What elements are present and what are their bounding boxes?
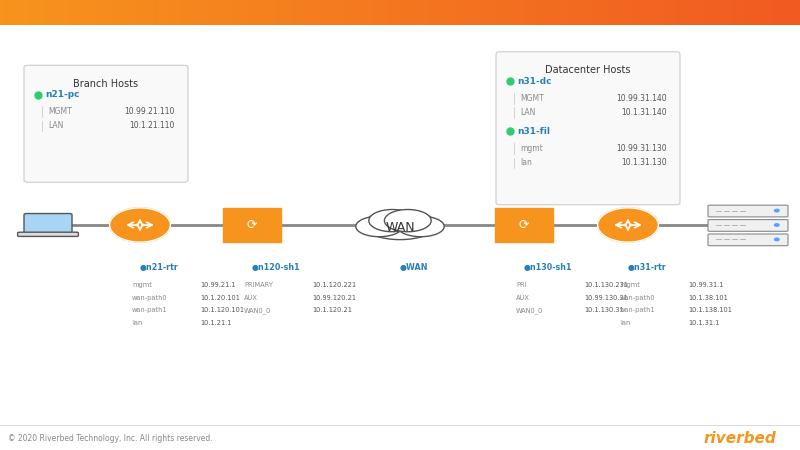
Text: mgmt: mgmt — [620, 282, 640, 288]
Text: ●WAN: ●WAN — [400, 263, 429, 272]
Text: wan-path1: wan-path1 — [132, 307, 167, 313]
Ellipse shape — [398, 216, 444, 237]
Circle shape — [598, 208, 658, 242]
Text: 10.99.130.31: 10.99.130.31 — [584, 295, 628, 301]
Text: PRIMARY: PRIMARY — [244, 282, 273, 288]
Text: 10.99.21.1: 10.99.21.1 — [200, 282, 235, 288]
Text: WAN0_0: WAN0_0 — [516, 307, 543, 314]
Text: WAN: WAN — [385, 221, 415, 234]
Text: LAN: LAN — [520, 108, 535, 117]
Text: ●n21-rtr: ●n21-rtr — [140, 263, 179, 272]
Text: Branch Hosts: Branch Hosts — [74, 79, 138, 89]
Text: wan-path1: wan-path1 — [620, 307, 655, 313]
Circle shape — [774, 238, 779, 241]
FancyBboxPatch shape — [24, 65, 188, 182]
Text: 10.1.31.130: 10.1.31.130 — [621, 158, 666, 167]
Ellipse shape — [363, 211, 437, 239]
Text: ●n31-rtr: ●n31-rtr — [628, 263, 666, 272]
Text: mgmt: mgmt — [520, 144, 542, 153]
Text: 10.1.138.101: 10.1.138.101 — [688, 307, 732, 313]
FancyBboxPatch shape — [708, 234, 788, 246]
Text: 10.1.130.31: 10.1.130.31 — [584, 307, 624, 313]
Text: n21-pc: n21-pc — [46, 90, 80, 99]
Text: 10.1.21.110: 10.1.21.110 — [129, 122, 174, 130]
Text: WAN0_0: WAN0_0 — [244, 307, 271, 314]
Text: 10.1.120.221: 10.1.120.221 — [312, 282, 356, 288]
FancyBboxPatch shape — [24, 214, 72, 234]
Text: lan: lan — [620, 320, 630, 326]
Circle shape — [774, 224, 779, 226]
Text: 10.1.130.231: 10.1.130.231 — [584, 282, 628, 288]
Ellipse shape — [385, 210, 431, 232]
Text: © 2020 Riverbed Technology, Inc. All rights reserved.: © 2020 Riverbed Technology, Inc. All rig… — [8, 434, 213, 443]
Text: ●n120-sh1: ●n120-sh1 — [252, 263, 301, 272]
Text: 10.99.31.130: 10.99.31.130 — [616, 144, 666, 153]
Text: mgmt: mgmt — [132, 282, 152, 288]
Circle shape — [110, 208, 170, 242]
Text: 10.99.31.1: 10.99.31.1 — [688, 282, 723, 288]
Text: wan-path0: wan-path0 — [132, 295, 168, 301]
FancyBboxPatch shape — [708, 220, 788, 231]
Text: ●n130-sh1: ●n130-sh1 — [524, 263, 573, 272]
Text: lan: lan — [520, 158, 532, 167]
Text: LAN: LAN — [48, 122, 63, 130]
Text: Datacenter Hosts: Datacenter Hosts — [546, 65, 630, 75]
Text: MGMT: MGMT — [48, 107, 72, 116]
Circle shape — [774, 209, 779, 212]
Text: n31-dc: n31-dc — [518, 76, 552, 86]
Text: AUX: AUX — [516, 295, 530, 301]
Text: 10.99.120.21: 10.99.120.21 — [312, 295, 356, 301]
Text: 10.1.120.21: 10.1.120.21 — [312, 307, 352, 313]
Text: 10.1.38.101: 10.1.38.101 — [688, 295, 728, 301]
Text: AUX: AUX — [244, 295, 258, 301]
Text: 10.1.31.1: 10.1.31.1 — [688, 320, 719, 326]
FancyBboxPatch shape — [708, 205, 788, 217]
Text: 10.1.120.101: 10.1.120.101 — [200, 307, 244, 313]
Text: 10.99.21.110: 10.99.21.110 — [124, 107, 174, 116]
Text: MGMT: MGMT — [520, 94, 544, 103]
Ellipse shape — [356, 216, 402, 237]
Text: 10.1.20.101: 10.1.20.101 — [200, 295, 240, 301]
Text: ⟳: ⟳ — [518, 219, 530, 231]
Ellipse shape — [369, 210, 416, 232]
Text: wan-path0: wan-path0 — [620, 295, 656, 301]
FancyBboxPatch shape — [18, 232, 78, 236]
Text: 10.99.31.140: 10.99.31.140 — [616, 94, 666, 103]
Text: ⟳: ⟳ — [246, 219, 258, 231]
Text: riverbed: riverbed — [703, 431, 776, 446]
Text: lan: lan — [132, 320, 142, 326]
Text: n31-fil: n31-fil — [518, 127, 550, 136]
Text: 10.1.21.1: 10.1.21.1 — [200, 320, 231, 326]
Text: PRI: PRI — [516, 282, 526, 288]
Text: 10.1.31.140: 10.1.31.140 — [621, 108, 666, 117]
FancyBboxPatch shape — [496, 52, 680, 205]
